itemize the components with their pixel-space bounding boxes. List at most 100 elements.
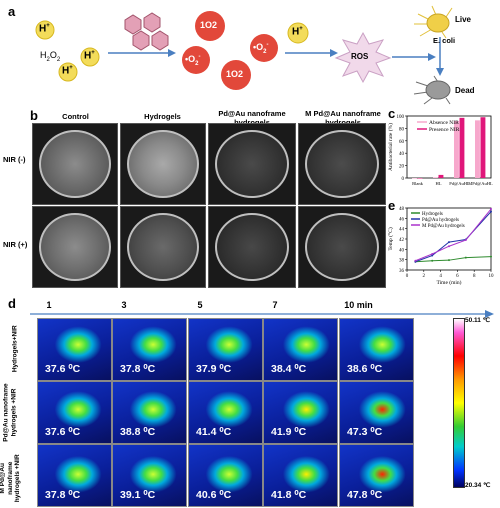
chart-e-point [464,239,467,242]
singlet-o2-label-2: 1O2 [226,69,244,79]
ecoli-label: E. coli [433,36,456,45]
chart-e-ytick-label: 48 [399,207,405,212]
chart-c-ytick-label: 60 [399,140,405,145]
chart-c-bar [433,177,438,178]
ir-image-cell: 40.6 ⁰C [188,444,263,507]
chart-e-point [490,208,492,211]
chart-c-bar [454,120,459,178]
dead-label: Dead [455,86,475,95]
h-plus-middle [287,22,309,44]
chart-e-point [490,255,492,258]
chart-e-ytick-label: 46 [399,217,405,222]
nanoframe-cluster-icon [124,12,169,51]
chart-c-ytick-label: 0 [402,177,405,182]
scale-max: 50.11 ℃ [465,317,491,324]
col-head-hydrogels: Hydrogels [144,112,181,121]
ir-image-cell: 37.8 ⁰C [37,444,112,507]
chart-c-ytick-label: 100 [397,115,405,120]
live-ecoli-icon [414,5,453,39]
ir-temperature-label: 38.8 ⁰C [120,426,156,438]
chart-c-bar [459,117,465,178]
chart-c-legend-label: Absence NIR [429,120,459,126]
ir-image-cell: 41.9 ⁰C [263,381,338,444]
chart-e-point [448,259,450,262]
col-head-mpdau: M Pd@Au nanoframe hydrogels [305,109,381,127]
panel-letter-b: b [30,108,38,123]
chart-e-point [464,256,467,259]
ir-image-cell: 39.1 ⁰C [112,444,187,507]
chart-c-category-label: Blank [412,181,423,186]
dish-mpdau-nir-plus [298,206,386,288]
chart-e-xlabel: Time (min) [436,279,461,286]
chart-e-xtick-label: 6 [456,274,459,279]
chart-e-ylabel: Temp (°C) [387,227,394,251]
ir-image-cell: 41.8 ⁰C [263,444,338,507]
ir-temperature-label: 37.9 ⁰C [196,363,232,375]
chart-c-bar [412,178,417,179]
chart-e-legend-label: Pd@Au hydrogels [422,218,459,223]
chart-e-xtick-label: 8 [473,274,476,279]
chart-c-bar [475,120,480,178]
h-plus-label-1: H+ [39,23,50,35]
h-plus-label-3: H+ [62,65,73,77]
chart-e-legend-label: Hydrogels [422,212,443,217]
ir-temperature-label: 41.8 ⁰C [271,489,307,501]
chart-e-xtick-label: 4 [439,274,442,279]
col-head-pdau: Pd@Au nanoframe hydrogels [218,109,286,127]
time-axis [30,310,494,318]
panel-letter-e: e [388,198,396,213]
h-plus-label-mid: H+ [292,26,303,38]
chart-e-ytick-label: 36 [399,269,405,274]
ir-image-cell: 37.8 ⁰C [112,318,187,381]
chart-e-point [490,210,492,213]
chart-c-frame [406,115,492,179]
time-tick-1: 1 [46,300,52,310]
ir-temperature-label: 39.1 ⁰C [120,489,156,501]
dead-ecoli-icon [413,75,451,105]
ir-temperature-label: 37.8 ⁰C [45,489,81,501]
ir-temperature-label: 41.4 ⁰C [196,426,232,438]
chart-c-category-label: MPd@AuHL [468,181,493,186]
ir-image-cell: 37.9 ⁰C [188,318,263,381]
ir-image-cell: 47.8 ⁰C [339,444,414,507]
ir-image-cell: 47.3 ⁰C [339,381,414,444]
live-label: Live [455,15,472,24]
chart-e-xtick-label: 2 [423,274,426,279]
chart-e-ytick-label: 44 [399,228,405,233]
panel-a-scheme [35,5,453,105]
chart-c-bar [438,174,444,178]
color-scale-bar [453,318,465,488]
ir-temperature-label: 37.6 ⁰C [45,426,81,438]
ir-temperature-label: 41.9 ⁰C [271,426,307,438]
ir-row-label-3: M Pd@Au nanoframe hydrogels +NIR [0,454,21,503]
dish-hydrogels-nir-plus [120,206,206,288]
ir-temperature-label: 38.4 ⁰C [271,363,307,375]
ir-image-cell: 37.6 ⁰C [37,318,112,381]
chart-e-point [431,254,434,257]
scale-min: 20.34 ℃ [465,482,491,489]
chart-e-ytick-label: 38 [399,259,405,264]
ir-temperature-label: 47.8 ⁰C [347,489,383,501]
ir-temperature-label: 40.6 ⁰C [196,489,232,501]
ir-temperature-label: 47.3 ⁰C [347,426,383,438]
chart-c-ytick-label: 80 [399,127,405,132]
chart-e-legend-label: M Pd@Au hydrogels [422,224,465,229]
panel-letter-d: d [8,296,16,311]
dish-control-nir-minus [32,123,118,205]
ir-temperature-label: 37.8 ⁰C [120,363,156,375]
chart-e-point [448,245,450,248]
ir-image-cell: 38.8 ⁰C [112,381,187,444]
row-label-nir-minus: NIR (-) [3,155,26,164]
chart-e-point [414,259,417,262]
panel-letter-c: c [388,106,396,121]
chart-c-category-label: HL [436,181,442,186]
superoxide-label-1: •O2- [185,54,201,67]
col-head-control: Control [62,112,89,121]
ros-label: ROS [351,52,369,61]
ir-temperature-label: 38.6 ⁰C [347,363,383,375]
ir-temperature-label: 37.6 ⁰C [45,363,81,375]
ir-image-cell: 37.6 ⁰C [37,381,112,444]
